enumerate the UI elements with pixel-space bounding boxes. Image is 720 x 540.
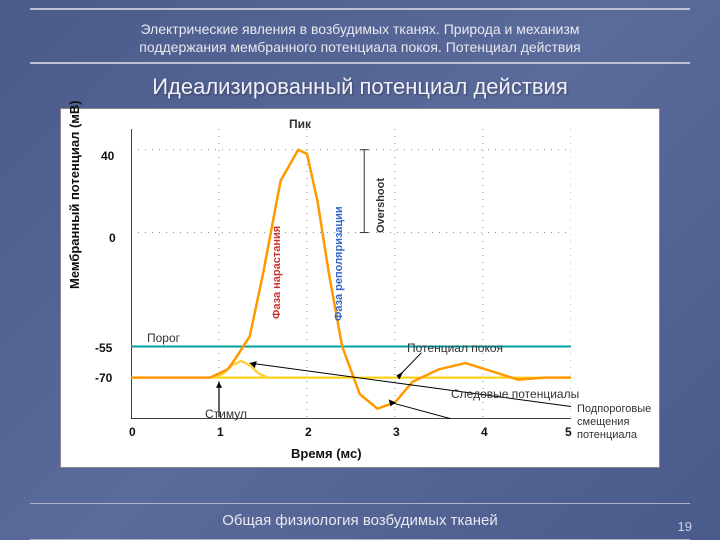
label-overshoot: Overshoot	[375, 178, 387, 233]
ytick-0: 0	[109, 231, 116, 245]
label-subthreshold: Подпороговые смещения потенциала	[577, 403, 667, 441]
xtick-0: 0	[129, 425, 136, 439]
label-repol: Фаза реполяризации	[333, 207, 345, 322]
header-line-1: Электрические явления в возбудимых тканя…	[140, 21, 579, 37]
label-resting: Потенциал покоя	[407, 341, 503, 355]
xtick-2: 2	[305, 425, 312, 439]
x-axis-label: Время (мс)	[291, 446, 362, 461]
xtick-1: 1	[217, 425, 224, 439]
label-threshold: Порог	[147, 331, 180, 345]
label-stimulus: Стимул	[205, 407, 247, 421]
header-line-2: поддержания мембранного потенциала покоя…	[139, 39, 580, 55]
ytick-40: 40	[101, 149, 114, 163]
xtick-3: 3	[393, 425, 400, 439]
plot-area	[131, 129, 571, 419]
chart-svg	[131, 129, 571, 419]
footer-text: Общая физиология возбудимых тканей	[30, 503, 690, 540]
chart-container: Мембранный потенциал (мВ) Время (мс) 40 …	[0, 108, 720, 503]
chart-box: Мембранный потенциал (мВ) Время (мс) 40 …	[60, 108, 660, 468]
y-axis-label: Мембранный потенциал (мВ)	[67, 101, 82, 290]
slide-root: Электрические явления в возбудимых тканя…	[0, 0, 720, 540]
page-title: Идеализированный потенциал действия	[0, 64, 720, 108]
label-peak: Пик	[289, 117, 311, 131]
page-number: 19	[678, 519, 692, 534]
label-after: Следовые потенциалы	[451, 387, 579, 401]
xtick-4: 4	[481, 425, 488, 439]
ytick--70: -70	[95, 371, 112, 385]
xtick-5: 5	[565, 425, 572, 439]
ytick--55: -55	[95, 341, 112, 355]
label-depol: Фаза нарастания	[271, 226, 283, 319]
header-text: Электрические явления в возбудимых тканя…	[30, 8, 690, 64]
